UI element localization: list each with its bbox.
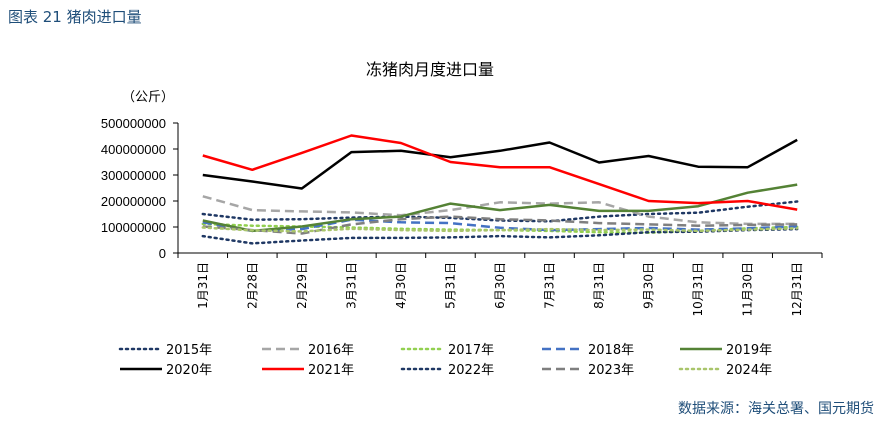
series-line-2016年 <box>202 195 798 226</box>
legend-label-2021年: 2021年 <box>308 363 354 378</box>
legend-label-2015年: 2015年 <box>166 343 212 358</box>
figure-label: 图表 21 猪肉进口量 <box>8 8 142 26</box>
series-line-2018年 <box>202 218 798 233</box>
y-tick-label: 200000000 <box>101 194 166 209</box>
legend-label-2019年: 2019年 <box>726 343 772 358</box>
x-tick-label: 2月29日 <box>295 262 309 309</box>
y-tick-label: 300000000 <box>101 168 166 183</box>
y-tick-label: 400000000 <box>101 142 166 157</box>
series-line-2020年 <box>202 138 798 190</box>
series-line-2021年 <box>202 134 798 211</box>
x-tick-label: 2月28日 <box>245 262 259 309</box>
legend-label-2016年: 2016年 <box>308 343 354 358</box>
x-tick-label: 3月31日 <box>344 262 358 309</box>
series-lines <box>201 134 799 245</box>
x-tick-label: 7月31日 <box>543 262 557 309</box>
x-tick-label: 9月30日 <box>642 262 656 309</box>
x-tick-label: 10月31日 <box>691 262 705 317</box>
x-tick-label: 12月31日 <box>790 262 804 317</box>
y-axis-unit: （公斤） <box>122 90 174 105</box>
x-tick-label: 6月30日 <box>493 262 507 309</box>
x-tick-label: 11月30日 <box>741 262 755 317</box>
legend-label-2024年: 2024年 <box>726 363 772 378</box>
y-tick-label: 100000000 <box>101 220 166 235</box>
x-tick-label: 1月31日 <box>196 262 210 309</box>
x-tick-label: 5月31日 <box>443 262 457 309</box>
legend-label-2017年: 2017年 <box>448 343 494 358</box>
source-note: 数据来源：海关总署、国元期货 <box>678 401 874 417</box>
series-line-2023年 <box>202 215 798 235</box>
legend-label-2022年: 2022年 <box>448 363 494 378</box>
legend-label-2018年: 2018年 <box>588 343 634 358</box>
series-line-2019年 <box>202 183 798 233</box>
x-tick-label: 8月31日 <box>592 262 606 309</box>
chart-title: 冻猪肉月度进口量 <box>366 60 494 79</box>
series-line-2024年 <box>201 226 799 233</box>
x-tick-labels: 1月31日 2月28日 2月29日 3月31日 4月30日 5月31日 6月30日 7月31日… <box>196 262 804 317</box>
x-tick-label: 4月30日 <box>394 262 408 309</box>
y-tick-labels: 500000000 400000000 300000000 200000000 1000… <box>101 116 166 261</box>
y-tick-label: 500000000 <box>101 116 166 131</box>
legend-label-2023年: 2023年 <box>588 363 634 378</box>
legend-label-2020年: 2020年 <box>166 363 212 378</box>
y-tick-label: 0 <box>159 246 166 261</box>
axes <box>173 122 823 258</box>
legend: 2015年 2016年 2017年 2018年 2019年 2020年 2021年 2022年… <box>118 343 772 378</box>
